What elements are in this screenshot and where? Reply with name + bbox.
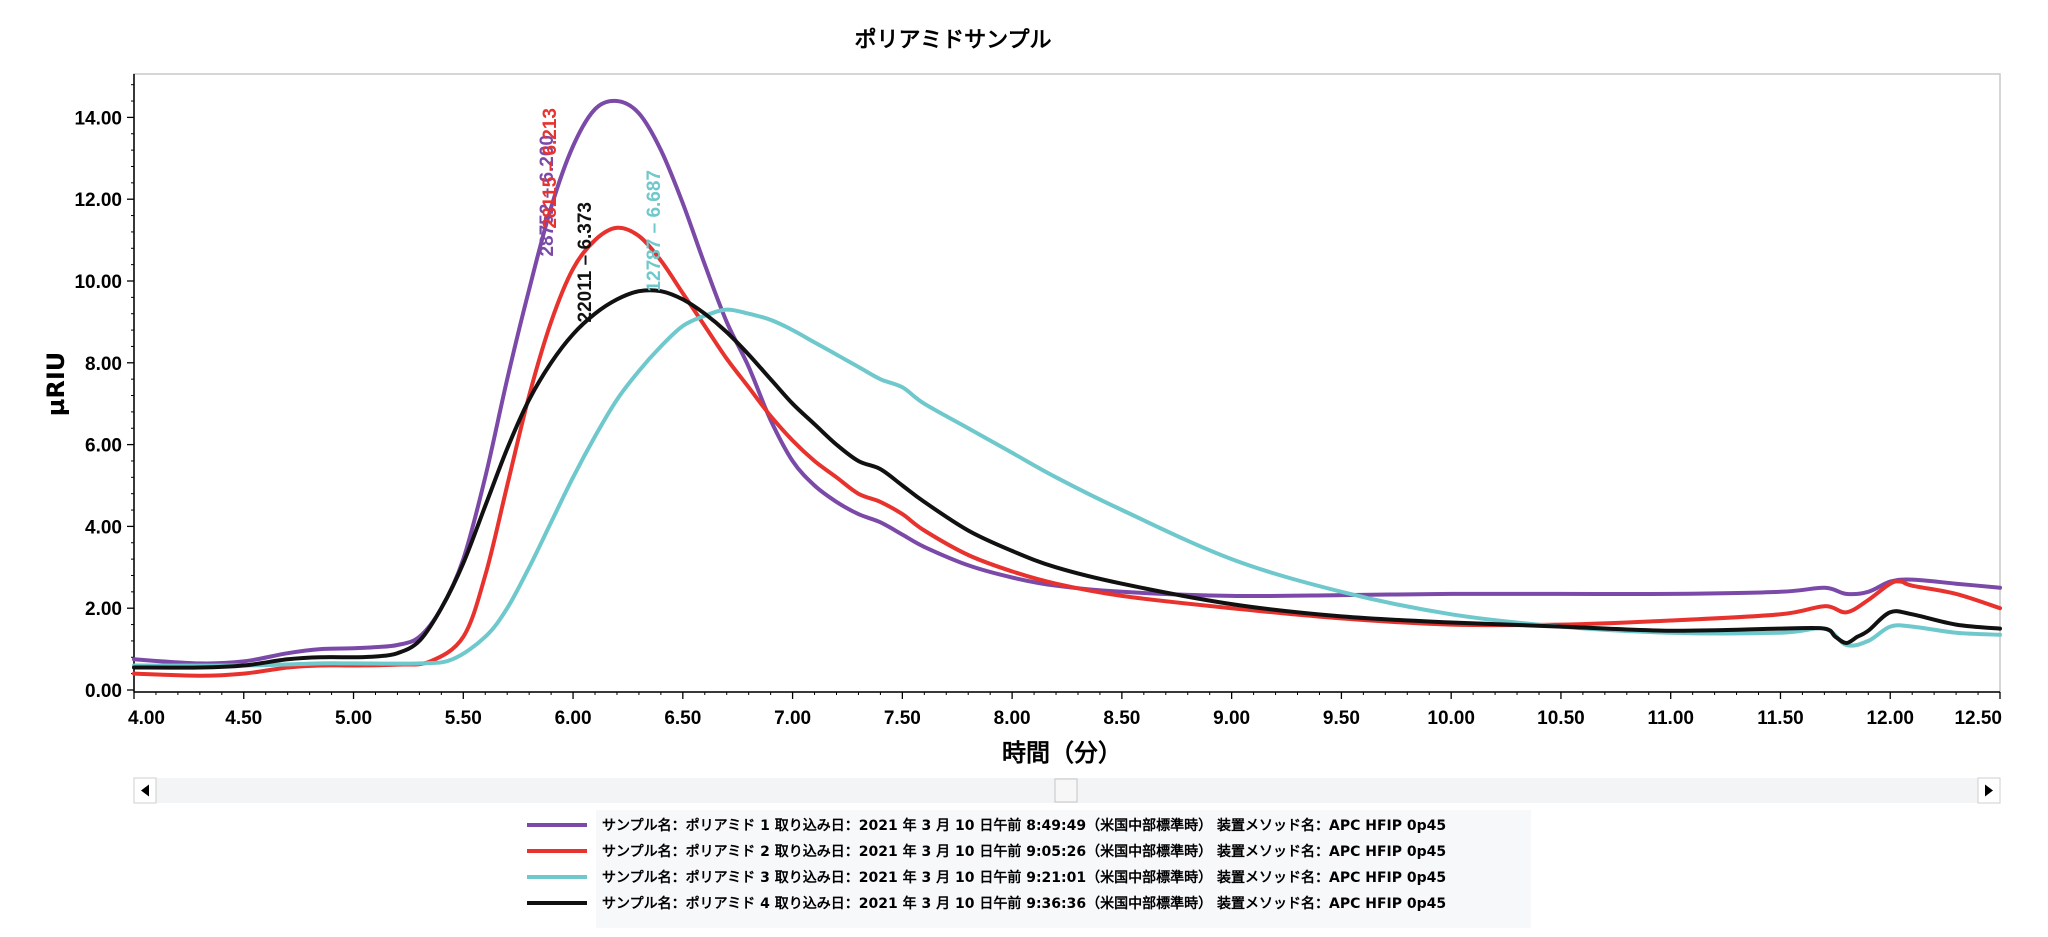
chart-title: ポリアミドサンプル bbox=[855, 27, 1052, 53]
legend-label-1: サンプル名：ポリアミド 1 取り込み日：2021 年 3 月 10 日午前 8:… bbox=[602, 817, 1446, 834]
series-line-2 bbox=[132, 225, 2002, 678]
y-tick-label: 0.00 bbox=[85, 681, 122, 702]
legend-box bbox=[596, 810, 1531, 928]
x-tick-label: 11.50 bbox=[1757, 708, 1804, 729]
legend: サンプル名：ポリアミド 1 取り込み日：2021 年 3 月 10 日午前 8:… bbox=[527, 817, 1446, 912]
x-tick-label: 7.50 bbox=[884, 708, 921, 729]
series-group bbox=[132, 98, 2002, 678]
series-line-4 bbox=[132, 288, 2002, 670]
x-tick-label: 8.00 bbox=[994, 708, 1031, 729]
x-tick-label: 5.00 bbox=[335, 708, 372, 729]
legend-label-2: サンプル名：ポリアミド 2 取り込み日：2021 年 3 月 10 日午前 9:… bbox=[602, 843, 1446, 860]
scrollbar-thumb[interactable] bbox=[1054, 778, 1078, 803]
y-tick-label: 10.00 bbox=[74, 272, 122, 293]
x-tick-label: 12.50 bbox=[1954, 708, 2002, 729]
scroll-right-icon bbox=[1985, 784, 1993, 797]
horizontal-scrollbar[interactable] bbox=[133, 777, 2001, 804]
y-axis: 0.00 2.00 4.00 6.00 8.00 10.00 12.00 14.00 bbox=[74, 74, 135, 702]
series-line-3 bbox=[132, 307, 2002, 668]
y-tick-label: 6.00 bbox=[85, 436, 122, 457]
peak-annotation-2: 28115 – 6.213 bbox=[540, 108, 561, 228]
y-tick-label: 14.00 bbox=[74, 108, 122, 129]
y-tick-label: 8.00 bbox=[85, 354, 122, 375]
legend-label-4: サンプル名：ポリアミド 4 取り込み日：2021 年 3 月 10 日午前 9:… bbox=[602, 895, 1446, 912]
x-tick-label: 6.00 bbox=[555, 708, 592, 729]
x-axis-title: 時間（分） bbox=[1002, 739, 1122, 767]
y-axis-title: µRIU bbox=[42, 352, 70, 417]
x-tick-label: 4.00 bbox=[128, 708, 165, 729]
peak-annotation-4: 22011 – 6.373 bbox=[575, 202, 596, 322]
x-tick-label: 12.00 bbox=[1866, 708, 1914, 729]
x-axis: 4.00 4.50 5.00 5.50 6.00 6.50 7.00 7.50 8.00 8.50… bbox=[128, 691, 2002, 729]
legend-label-3: サンプル名：ポリアミド 3 取り込み日：2021 年 3 月 10 日午前 9:… bbox=[602, 869, 1446, 886]
x-tick-label: 5.50 bbox=[445, 708, 482, 729]
x-tick-label: 11.00 bbox=[1647, 708, 1694, 729]
y-tick-label: 4.00 bbox=[85, 517, 122, 538]
x-tick-label: 9.50 bbox=[1323, 708, 1360, 729]
x-tick-label: 8.50 bbox=[1103, 708, 1140, 729]
peak-annotation-3: 12787 – 6.687 bbox=[644, 170, 665, 292]
x-tick-label: 6.50 bbox=[664, 708, 701, 729]
peak-annotation-1: 28752 – 6.200 bbox=[537, 135, 558, 257]
plot-area bbox=[133, 73, 2001, 693]
y-tick-label: 2.00 bbox=[85, 599, 122, 620]
x-tick-label: 7.00 bbox=[774, 708, 811, 729]
x-tick-label: 4.50 bbox=[225, 708, 262, 729]
x-tick-label: 10.00 bbox=[1427, 708, 1475, 729]
scroll-left-icon bbox=[141, 784, 149, 797]
x-tick-label: 10.50 bbox=[1537, 708, 1585, 729]
y-tick-label: 12.00 bbox=[74, 190, 122, 211]
x-tick-label: 9.00 bbox=[1213, 708, 1250, 729]
